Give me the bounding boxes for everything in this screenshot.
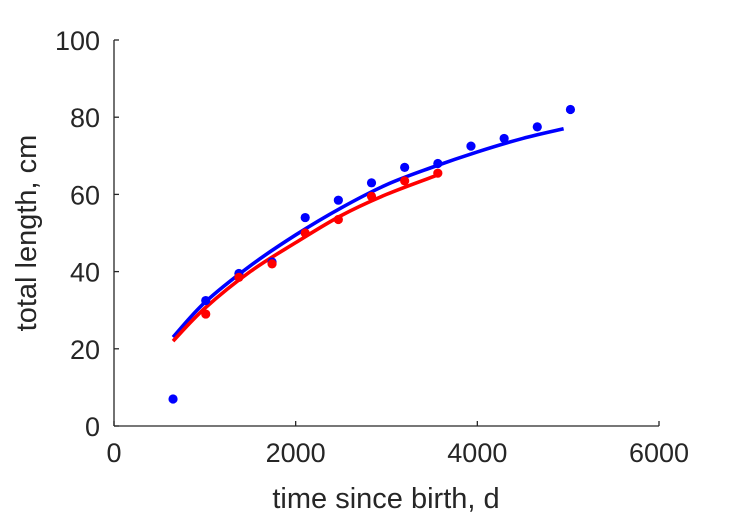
data-point-series-1 xyxy=(366,191,377,201)
y-tick-label: 60 xyxy=(70,180,100,210)
fit-line-series-0 xyxy=(171,127,565,339)
data-point-series-0 xyxy=(400,162,410,172)
y-axis-label: total length, cm xyxy=(11,135,43,332)
data-point-series-0 xyxy=(499,133,509,144)
data-point-series-1 xyxy=(433,168,443,178)
axes xyxy=(113,40,659,427)
data-point-series-0 xyxy=(366,178,377,188)
fit-line-series-1 xyxy=(171,173,439,343)
data-point-series-0 xyxy=(300,212,310,223)
data-point-series-0 xyxy=(168,394,178,404)
data-point-series-0 xyxy=(466,141,476,151)
data-point-series-1 xyxy=(300,228,310,238)
data-point-series-0 xyxy=(333,195,343,205)
x-tick-label: 4000 xyxy=(447,438,507,468)
fit-lines xyxy=(171,127,565,343)
data-point-series-0 xyxy=(532,122,542,132)
data-points xyxy=(168,104,576,404)
data-point-series-1 xyxy=(267,259,277,269)
x-tick-label: 2000 xyxy=(266,438,326,468)
data-point-series-0 xyxy=(565,104,576,115)
data-point-series-0 xyxy=(201,295,211,306)
x-axis-label: time since birth, d xyxy=(272,483,499,515)
data-point-series-1 xyxy=(234,272,244,282)
y-tick-label: 40 xyxy=(70,258,100,288)
data-point-series-1 xyxy=(333,214,343,225)
x-tick-label: 6000 xyxy=(629,438,689,468)
y-tick-label: 80 xyxy=(70,103,100,133)
x-tick-label: 0 xyxy=(106,438,121,468)
y-tick-label: 100 xyxy=(55,26,100,56)
y-tick-label: 0 xyxy=(85,412,100,442)
data-point-series-0 xyxy=(433,158,443,169)
ticks xyxy=(113,39,660,427)
tick-labels: 0 2000 4000 6000 0 20 40 60 80 100 xyxy=(55,26,689,468)
data-point-series-1 xyxy=(400,176,410,186)
data-point-series-1 xyxy=(201,309,211,319)
y-tick-label: 20 xyxy=(70,335,100,365)
